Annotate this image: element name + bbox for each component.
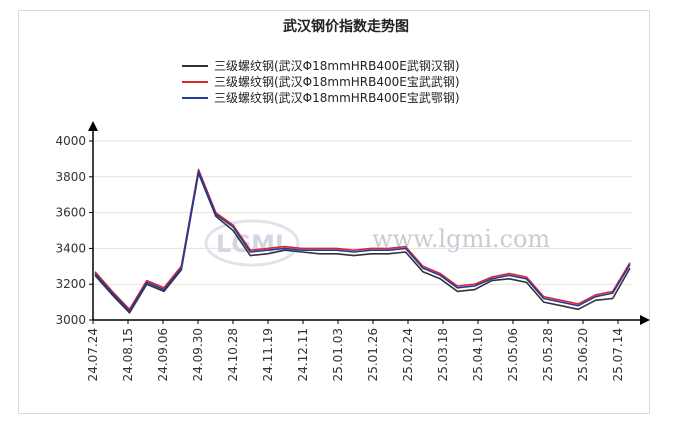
- x-tick-label-group: 24.11.19: [261, 328, 275, 381]
- x-tick-label-group: 25.02.24: [401, 328, 415, 381]
- x-tick-label: 25.04.10: [471, 328, 485, 381]
- legend-label-baowu-wugang: 三级螺纹钢(武汉Φ18mmHRB400E宝武武钢): [214, 75, 460, 89]
- chart-legend: 三级螺纹钢(武汉Φ18mmHRB400E武钢汉钢) 三级螺纹钢(武汉Φ18mmH…: [182, 58, 460, 106]
- legend-item-baowu-egang: 三级螺纹钢(武汉Φ18mmHRB400E宝武鄂钢): [182, 90, 460, 106]
- legend-label-wuhan-hangang: 三级螺纹钢(武汉Φ18mmHRB400E武钢汉钢): [214, 59, 460, 73]
- x-tick-label-group: 25.01.03: [331, 328, 345, 381]
- x-tick-label: 24.07.24: [86, 328, 100, 381]
- x-tick-label: 25.06.20: [576, 328, 590, 381]
- x-axis-arrow: [640, 315, 650, 325]
- y-axis-ticks: 3000 3200 3400 3600 3800 4000: [55, 134, 93, 327]
- legend-item-wuhan-hangang: 三级螺纹钢(武汉Φ18mmHRB400E武钢汉钢): [182, 58, 460, 74]
- grid-lines: [93, 140, 632, 285]
- y-axis-arrow: [88, 121, 98, 131]
- y-tick-label: 3200: [55, 277, 86, 291]
- chart-frame: [18, 10, 650, 414]
- x-tick-label: 25.05.28: [541, 328, 555, 381]
- x-tick-label-group: 25.06.20: [576, 328, 590, 381]
- x-tick-label-group: 24.08.15: [121, 328, 135, 381]
- series-line-2: [94, 170, 631, 312]
- legend-swatch-wuhan-hangang: [182, 64, 208, 67]
- y-tick-label: 3000: [55, 313, 86, 327]
- axes: [88, 121, 650, 325]
- x-tick-label-group: 25.05.06: [506, 328, 520, 381]
- y-tick-label: 3400: [55, 241, 86, 255]
- x-tick-label: 24.11.19: [261, 328, 275, 381]
- x-axis-ticks: 24.07.24 24.08.15 24.09.06 24.09.30 24.10.28…: [86, 320, 625, 381]
- x-tick-label-group: 25.03.18: [436, 328, 450, 381]
- watermark: LGMI www.lgmi.com: [204, 219, 550, 267]
- y-tick-label: 3600: [55, 206, 86, 220]
- x-tick-label-group: 25.05.28: [541, 328, 555, 381]
- x-tick-label-group: 25.04.10: [471, 328, 485, 381]
- x-tick-label-group: 24.07.24: [86, 328, 100, 381]
- x-tick-label: 25.02.24: [401, 328, 415, 381]
- legend-swatch-baowu-wugang: [182, 80, 208, 83]
- x-tick-label-group: 24.12.11: [296, 328, 310, 381]
- x-tick-label: 25.03.18: [436, 328, 450, 381]
- legend-swatch-baowu-egang: [182, 96, 208, 99]
- x-tick-label: 25.07.14: [611, 328, 625, 381]
- x-tick-label: 24.08.15: [121, 328, 135, 381]
- x-tick-label-group: 24.10.28: [226, 328, 240, 381]
- x-tick-label: 25.01.03: [331, 328, 345, 381]
- x-tick-label-group: 25.01.26: [366, 328, 380, 381]
- y-tick-label: 3800: [55, 170, 86, 184]
- x-tick-label: 25.01.26: [366, 328, 380, 381]
- x-tick-label: 24.09.06: [156, 328, 170, 381]
- chart-title: 武汉钢价指数走势图: [283, 19, 409, 35]
- series-lines: [94, 168, 631, 314]
- x-tick-label: 24.09.30: [191, 328, 205, 381]
- x-tick-label-group: 24.09.30: [191, 328, 205, 381]
- x-tick-label: 24.12.11: [296, 328, 310, 381]
- legend-label-baowu-egang: 三级螺纹钢(武汉Φ18mmHRB400E宝武鄂钢): [214, 91, 460, 105]
- legend-item-baowu-wugang: 三级螺纹钢(武汉Φ18mmHRB400E宝武武钢): [182, 74, 460, 90]
- x-tick-label: 25.05.06: [506, 328, 520, 381]
- y-tick-label: 4000: [55, 134, 86, 148]
- x-tick-label: 24.10.28: [226, 328, 240, 381]
- x-tick-label-group: 24.09.06: [156, 328, 170, 381]
- x-tick-label-group: 25.07.14: [611, 328, 625, 381]
- watermark-logo-ring: [204, 219, 300, 267]
